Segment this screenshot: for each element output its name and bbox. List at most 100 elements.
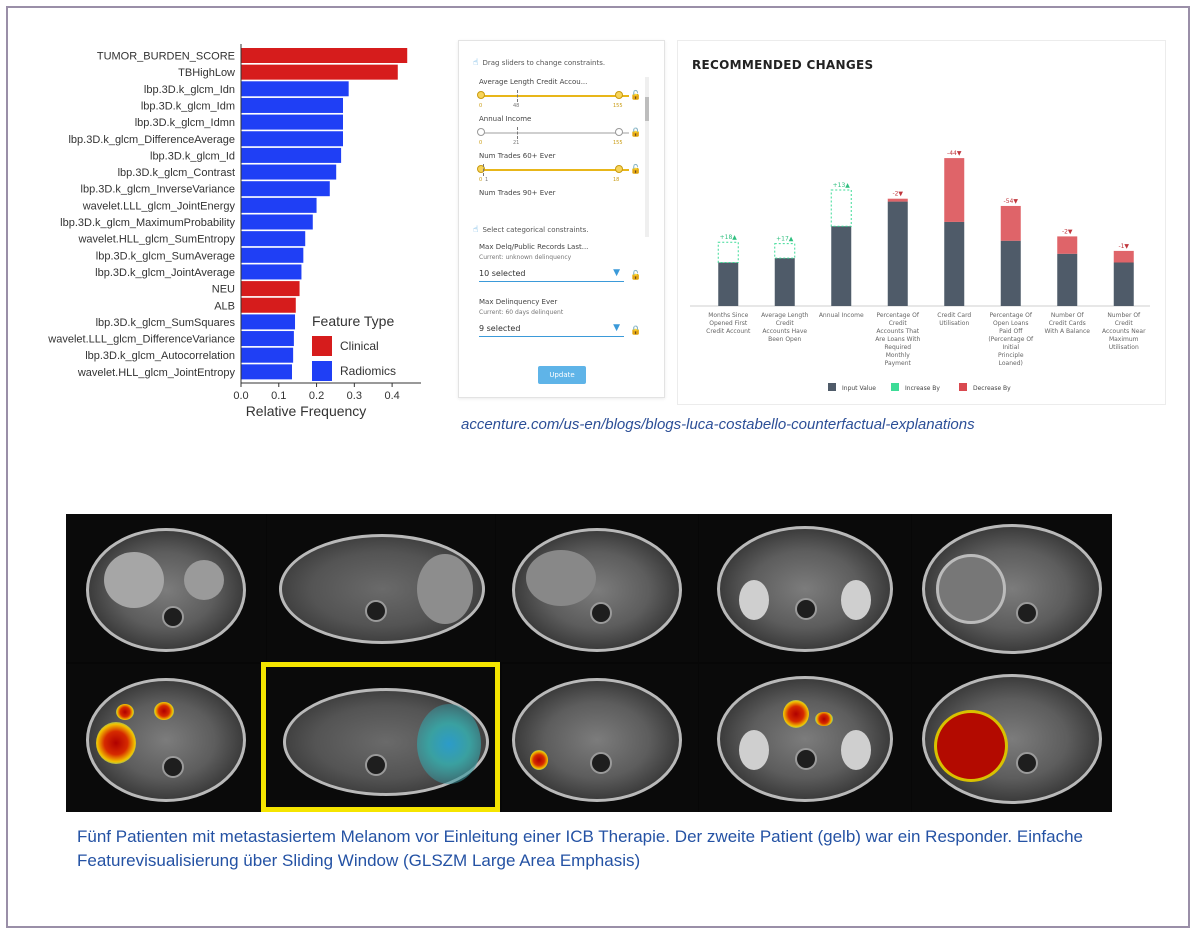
bar-8 <box>241 181 330 197</box>
bar-19 <box>241 364 292 380</box>
select-max-delq-public-records: Max Delq/Public Records Last... Current:… <box>479 243 624 282</box>
slider-max-handle[interactable] <box>615 128 623 136</box>
slider-current-value: 48 <box>513 103 520 109</box>
category-label: Percentage Of Open Loans Paid Off (Percenta… <box>988 312 1034 367</box>
bar-15 <box>241 297 296 313</box>
category-label: lbp.3D.k_glcm_Idm <box>141 100 235 112</box>
slider-min-handle[interactable] <box>477 91 485 99</box>
input-bar <box>1057 253 1078 306</box>
slider-min-handle[interactable] <box>477 165 485 173</box>
category-label: Months Since Opened First Credit Account <box>706 312 751 335</box>
category-label: wavelet.LLL_glcm_DifferenceVariance <box>47 334 235 346</box>
select-current: Current: 60 days delinquent <box>479 309 564 316</box>
slider-label: Annual Income <box>479 115 532 123</box>
slider-max-value: 18 <box>613 177 620 183</box>
bar-14 <box>241 281 300 297</box>
slider-min-value: 0 <box>479 140 483 146</box>
mri-scan-patient-3-top <box>496 514 698 662</box>
bar-18 <box>241 347 294 363</box>
slider-min-handle[interactable] <box>477 128 485 136</box>
bar-7 <box>241 164 337 180</box>
bar-5 <box>241 131 343 147</box>
slider-num-trades-90[interactable]: Num Trades 90+ Ever <box>479 189 629 197</box>
mri-scan-patient-1-heatmap <box>66 664 266 812</box>
x-tick-label: 0.4 <box>384 390 399 402</box>
data-label: +13▲ <box>833 182 851 189</box>
dropdown-arrow-icon[interactable]: ▼ <box>613 268 620 278</box>
decrease-bar <box>1057 236 1078 254</box>
category-label: Percentage Of Credit Accounts That Are Loan… <box>875 312 920 367</box>
slider-current-value: 21 <box>513 140 520 146</box>
recommended-changes-panel: RECOMMENDED CHANGES +18▲ Months Since Open… <box>677 40 1166 405</box>
slider-average-length-credit[interactable]: Average Length Credit Accou... 0 48 155 <box>477 78 629 111</box>
slider-label: Average Length Credit Accou... <box>479 78 588 86</box>
data-label: +17▲ <box>776 236 794 243</box>
x-tick-label: 0.2 <box>309 390 324 402</box>
source-link[interactable]: accenture.com/us-en/blogs/blogs-luca-cos… <box>461 416 975 433</box>
select-label: Max Delq/Public Records Last... <box>479 243 589 251</box>
increase-bar <box>774 243 796 259</box>
category-label: NEU <box>212 284 235 296</box>
lock-icon[interactable]: 🔓 <box>630 165 642 175</box>
data-label: -2▼ <box>1062 228 1073 235</box>
mri-scan-patient-3-heatmap <box>502 664 698 812</box>
lock-icon[interactable]: 🔓 <box>630 271 642 281</box>
data-label: -44▼ <box>947 150 962 157</box>
select-dropdown[interactable]: 9 selected ▼ <box>479 322 624 337</box>
slider-track[interactable] <box>477 164 629 176</box>
legend-swatch <box>312 336 332 356</box>
category-label: Average Length Credit Accounts Have Been Op… <box>761 312 808 343</box>
input-bar <box>944 221 965 306</box>
decrease-bar <box>944 158 965 222</box>
legend-label: Decrease By <box>973 385 1011 392</box>
figure-caption: Fünf Patienten mit metastasiertem Melano… <box>77 827 1084 870</box>
legend-swatch <box>312 361 332 381</box>
slider-track[interactable] <box>477 90 629 102</box>
lock-icon[interactable]: 🔒 <box>630 326 642 336</box>
data-label: -54▼ <box>1004 198 1019 205</box>
recommended-changes-chart: +18▲ Months Since Opened First Credit Accou… <box>690 150 1150 392</box>
select-current: Current: unknown delinquency <box>479 254 572 261</box>
input-bar <box>831 226 852 306</box>
slider-max-value: 155 <box>613 140 623 146</box>
category-label: lbp.3D.k_glcm_SumSquares <box>96 317 236 329</box>
category-label: lbp.3D.k_glcm_Autocorrelation <box>85 350 235 362</box>
x-tick-label: 0.3 <box>347 390 362 402</box>
lock-icon[interactable]: 🔓 <box>630 91 642 101</box>
slider-num-trades-60[interactable]: Num Trades 60+ Ever 0 1 18 <box>477 152 629 185</box>
input-bar <box>1000 240 1021 306</box>
mri-scan-patient-5-top <box>912 514 1112 662</box>
categorical-hint: ☝ Select categorical constraints. <box>473 225 589 235</box>
input-bar <box>1113 262 1134 306</box>
category-label: TUMOR_BURDEN_SCORE <box>97 51 235 63</box>
slider-hint: ☝ Drag sliders to change constraints. <box>473 58 606 68</box>
bar-9 <box>241 197 317 213</box>
slider-track[interactable] <box>477 127 629 139</box>
select-dropdown[interactable]: 10 selected ▼ <box>479 267 624 282</box>
bar-6 <box>241 147 342 163</box>
slider-max-handle[interactable] <box>615 165 623 173</box>
input-bar <box>887 201 908 306</box>
dropdown-arrow-icon[interactable]: ▼ <box>613 323 620 333</box>
sliders-scrollbar[interactable] <box>645 77 649 237</box>
x-tick-label: 0.1 <box>271 390 286 402</box>
lock-icon[interactable]: 🔒 <box>630 128 642 138</box>
bar-16 <box>241 314 296 330</box>
x-axis-label: Relative Frequency <box>246 403 367 419</box>
slider-max-handle[interactable] <box>615 91 623 99</box>
slider-label: Num Trades 90+ Ever <box>479 189 556 197</box>
slider-annual-income[interactable]: Annual Income 0 21 155 <box>477 115 629 148</box>
category-label: lbp.3D.k_glcm_DifferenceAverage <box>68 134 235 146</box>
mri-image-grid <box>66 514 1112 812</box>
bar-11 <box>241 231 306 247</box>
bar-17 <box>241 331 294 347</box>
responder-highlight-frame <box>261 662 500 812</box>
legend-swatch <box>828 383 836 391</box>
legend-swatch <box>959 383 967 391</box>
recommended-title: RECOMMENDED CHANGES <box>692 58 874 72</box>
update-button[interactable]: Update <box>538 366 586 384</box>
legend-label: Clinical <box>340 339 379 353</box>
decrease-bar <box>1000 205 1021 241</box>
bar-12 <box>241 247 304 263</box>
category-label: wavelet.HLL_glcm_SumEntropy <box>77 234 235 246</box>
